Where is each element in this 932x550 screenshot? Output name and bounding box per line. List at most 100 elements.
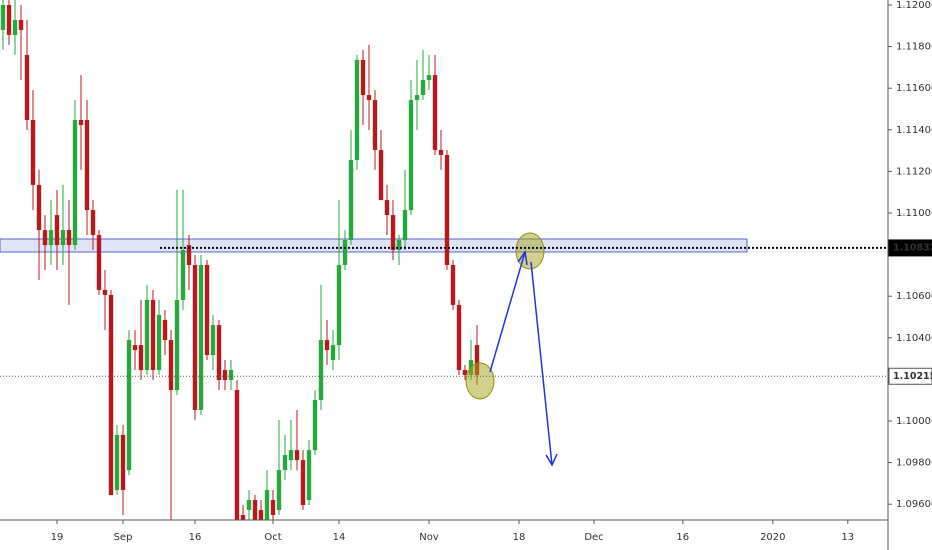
arrow-head bbox=[517, 250, 528, 266]
candle-body bbox=[54, 215, 60, 246]
candle-body bbox=[48, 230, 54, 246]
y-tick-label: 1.10600 bbox=[896, 291, 932, 302]
candle-body bbox=[90, 210, 96, 236]
x-tick-label: 2020 bbox=[760, 532, 785, 543]
candle-body bbox=[390, 215, 396, 251]
candle-body bbox=[114, 434, 120, 491]
candle-body bbox=[144, 299, 150, 371]
x-tick-label: Sep bbox=[114, 532, 133, 543]
y-tick-label: 1.11200 bbox=[896, 166, 932, 177]
price-label-box bbox=[888, 239, 932, 257]
candle-body bbox=[222, 370, 228, 381]
y-tick-label: 1.11600 bbox=[896, 83, 932, 94]
candle-body bbox=[336, 264, 342, 346]
candle-body bbox=[252, 500, 258, 520]
candle-body bbox=[78, 120, 84, 126]
price-label: 1.10215 bbox=[893, 371, 932, 382]
candle-body bbox=[18, 19, 24, 30]
y-tick-label: 1.09600 bbox=[896, 499, 932, 510]
candle-body bbox=[384, 200, 390, 216]
x-tick-label: 16 bbox=[189, 532, 202, 543]
y-tick-label: 1.11000 bbox=[896, 208, 932, 219]
candle-body bbox=[168, 340, 174, 390]
price-label: 1.10832 bbox=[893, 242, 932, 253]
candle-body bbox=[396, 240, 402, 251]
overlay bbox=[465, 232, 558, 467]
candle-body bbox=[276, 470, 282, 511]
candle-body bbox=[66, 230, 72, 246]
support-zone bbox=[0, 238, 748, 253]
candle-body bbox=[462, 370, 468, 376]
candle-body bbox=[360, 59, 366, 96]
arrow-head bbox=[545, 453, 558, 467]
candle-body bbox=[354, 59, 360, 160]
x-tick-label: 18 bbox=[513, 532, 526, 543]
y-tick-label: 1.11800 bbox=[896, 42, 932, 53]
candle-body bbox=[270, 500, 276, 516]
candle-body bbox=[180, 250, 186, 300]
candle-body bbox=[414, 95, 420, 101]
candle-body bbox=[444, 154, 450, 265]
candle-body bbox=[120, 434, 126, 491]
candle-body bbox=[6, 4, 12, 35]
candle-body bbox=[408, 100, 414, 211]
candle-body bbox=[372, 100, 378, 150]
candle-body bbox=[24, 54, 30, 121]
candle-body bbox=[126, 340, 132, 471]
candle-body bbox=[210, 325, 216, 356]
candle-body bbox=[198, 264, 204, 410]
candle-body bbox=[234, 390, 240, 520]
candle-body bbox=[288, 450, 294, 461]
x-tick-label: 14 bbox=[333, 532, 346, 543]
y-tick-label: 1.09800 bbox=[896, 458, 932, 469]
candle-body bbox=[366, 95, 372, 101]
candle-body bbox=[162, 319, 168, 341]
x-tick-label: Nov bbox=[419, 532, 439, 543]
candle-body bbox=[0, 4, 6, 30]
candle-body bbox=[300, 460, 306, 506]
candle-body bbox=[42, 230, 48, 246]
candle-body bbox=[60, 230, 66, 246]
candle-body bbox=[228, 370, 234, 381]
candle-body bbox=[474, 345, 480, 376]
candle-body bbox=[108, 294, 114, 496]
candle-body bbox=[456, 304, 462, 371]
candle-body bbox=[438, 149, 444, 155]
candle-body bbox=[240, 515, 246, 520]
candle-body bbox=[324, 340, 330, 351]
candle-body bbox=[246, 500, 252, 511]
candle-body bbox=[36, 184, 42, 231]
highlight-ellipse bbox=[515, 232, 545, 270]
highlight-ellipse bbox=[465, 362, 495, 400]
candle-body bbox=[192, 264, 198, 410]
candle-body bbox=[204, 264, 210, 356]
candle-body bbox=[330, 345, 336, 361]
x-tick-label: Oct bbox=[264, 532, 281, 543]
candle-body bbox=[420, 80, 426, 96]
candle-body bbox=[402, 210, 408, 241]
candle-body bbox=[72, 120, 78, 246]
plot bbox=[0, 0, 480, 520]
candle-body bbox=[432, 75, 438, 150]
candle-body bbox=[186, 245, 192, 265]
candle-body bbox=[150, 299, 156, 371]
x-tick-label: 19 bbox=[51, 532, 64, 543]
y-tick-label: 1.11400 bbox=[896, 125, 932, 136]
y-tick-label: 1.12000 bbox=[896, 0, 932, 11]
arrow bbox=[489, 251, 526, 373]
candle-body bbox=[450, 264, 456, 305]
candle-body bbox=[174, 299, 180, 390]
candle-body bbox=[132, 345, 138, 351]
candle-body bbox=[378, 149, 384, 201]
candle-body bbox=[216, 325, 222, 381]
candle-body bbox=[348, 159, 354, 241]
candle-body bbox=[156, 314, 162, 371]
candle-body bbox=[312, 399, 318, 451]
candle-body bbox=[342, 240, 348, 265]
candle-body bbox=[306, 450, 312, 501]
candle-body bbox=[12, 19, 18, 35]
candle-body bbox=[102, 289, 108, 295]
price-label-box bbox=[888, 367, 932, 385]
